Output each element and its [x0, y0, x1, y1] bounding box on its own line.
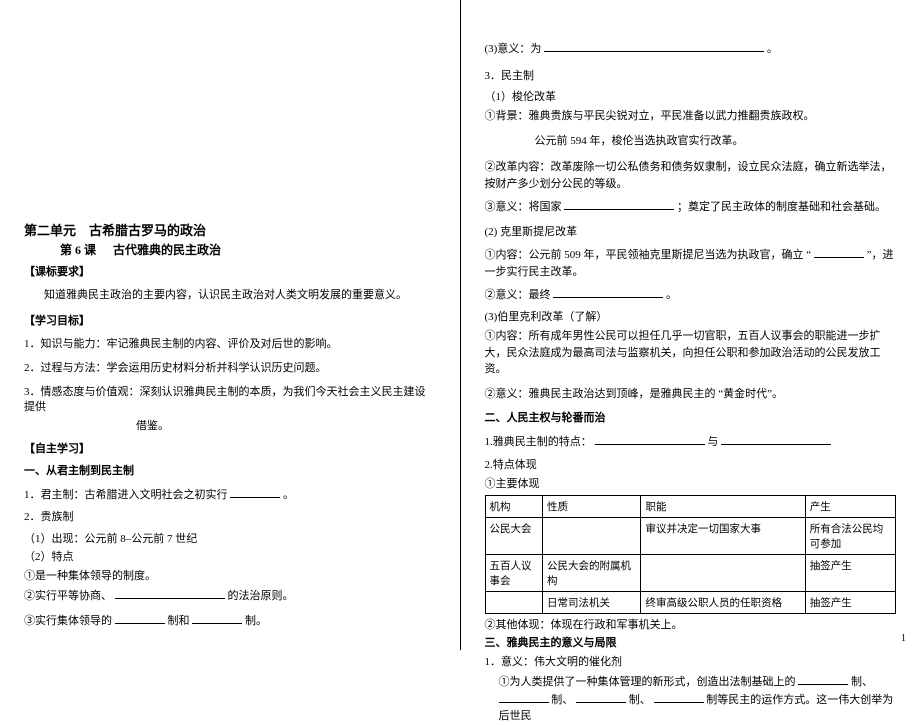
- r2: 3．民主制: [485, 68, 897, 85]
- table-row: 公民大会 审议并决定一切国家大事 所有合法公民均可参加: [485, 518, 896, 555]
- td: [485, 592, 542, 614]
- sec1-2-2c-tail: 制。: [245, 615, 267, 627]
- sec1-2-2b-tail: 的法治原则。: [228, 590, 294, 602]
- lesson-prefix: 第 6 课: [24, 243, 96, 257]
- table-row: 五百人议事会 公民大会的附属机构 抽签产生: [485, 555, 896, 592]
- th: 性质: [542, 496, 641, 518]
- sec1-2-2c-mid: 制和: [168, 615, 190, 627]
- sec1-2-2c-pre: ③实行集体领导的: [24, 615, 112, 627]
- table-row: 日常司法机关 终审高级公职人员的任职资格 抽签产生: [485, 592, 896, 614]
- req-body: 知道雅典民主政治的主要内容，认识民主政治对人类文明发展的重要意义。: [24, 287, 436, 304]
- td: 所有合法公民均可参加: [805, 518, 895, 555]
- sec1-head: 一、从君主制到民主制: [24, 463, 436, 480]
- sec1-2-2: （2）特点: [24, 550, 436, 565]
- blank: [115, 587, 225, 599]
- r2-2b-pre: ②意义：最终: [485, 289, 551, 301]
- blank: [564, 198, 674, 210]
- unit-title: 第二单元 古希腊古罗马的政治: [24, 220, 436, 239]
- blank: [798, 673, 848, 685]
- lesson-name: 古代雅典的民主政治: [99, 243, 221, 257]
- sec1-2-1: （1）出现：公元前 8–公元前 7 世纪: [24, 532, 436, 547]
- sec1-2-2b-pre: ②实行平等协商、: [24, 590, 112, 602]
- blank: [721, 433, 831, 445]
- blank: [230, 486, 280, 498]
- r2-1b: 公元前 594 年，梭伦当选执政官实行改革。: [485, 133, 897, 150]
- td: 日常司法机关: [542, 592, 641, 614]
- r2-1: （1）梭伦改革: [485, 90, 897, 105]
- page: 第二单元 古希腊古罗马的政治 第 6 课 古代雅典的民主政治 【课标要求】 知道…: [0, 0, 920, 650]
- sec2-2: 2.特点体现: [485, 458, 897, 473]
- r2-3b: ②意义：雅典民主政治达到顶峰，是雅典民主的 “黄金时代”。: [485, 386, 897, 403]
- sec3-1a-m1: 制、: [851, 676, 873, 688]
- lesson-title: 第 6 课 古代雅典的民主政治: [24, 241, 436, 258]
- obj-3a: 3．情感态度与价值观：深刻认识雅典民主制的本质，为我们今天社会主义民主建设提供: [24, 385, 436, 416]
- blank: [553, 286, 663, 298]
- th: 职能: [641, 496, 805, 518]
- td: 审议并决定一切国家大事: [641, 518, 805, 555]
- r2-3: (3)伯里克利改革（了解）: [485, 310, 897, 325]
- sec2-1-pre: 1.雅典民主制的特点：: [485, 436, 592, 448]
- r1-pre: (3)意义：为: [485, 43, 542, 55]
- th: 产生: [805, 496, 895, 518]
- right-column: (3)意义：为 。 3．民主制 （1）梭伦改革 ①背景：雅典贵族与平民尖锐对立，…: [461, 0, 920, 650]
- blank: [544, 40, 764, 52]
- r1: (3)意义：为 。: [485, 40, 897, 58]
- req-head: 【课标要求】: [24, 264, 436, 281]
- r2-1d-tail: ；奠定了民主政体的制度基础和社会基础。: [677, 201, 886, 213]
- r2-2: (2) 克里斯提尼改革: [485, 224, 897, 241]
- r2-2a: ①内容：公元前 509 年，平民领袖克里斯提尼当选为执政官，确立 “ ”，进一步…: [485, 246, 897, 280]
- obj-1: 1．知识与能力：牢记雅典民主制的内容、评价及对后世的影响。: [24, 336, 436, 353]
- th: 机构: [485, 496, 542, 518]
- r2-1d-pre: ③意义：将国家: [485, 201, 562, 213]
- td: 公民大会: [485, 518, 542, 555]
- sec2-1: 1.雅典民主制的特点： 与: [485, 433, 897, 451]
- td: 公民大会的附属机构: [542, 555, 641, 592]
- obj-head: 【学习目标】: [24, 313, 436, 330]
- sec1-1-text: 1．君主制：古希腊进入文明社会之初实行: [24, 489, 228, 501]
- sec2-head: 二、人民主权与轮番而治: [485, 410, 897, 427]
- r2-1a: ①背景：雅典贵族与平民尖锐对立，平民准备以武力推翻贵族政权。: [485, 108, 897, 125]
- sec2-2b: ②其他体现：体现在行政和军事机关上。: [485, 618, 897, 633]
- sec3-1a: ①为人类提供了一种集体管理的新形式，创造出法制基础上的 制、 制、 制、 制等民…: [485, 673, 897, 725]
- r2-2b-tail: 。: [666, 289, 677, 301]
- td: 抽签产生: [805, 592, 895, 614]
- page-number: 1: [901, 633, 906, 644]
- sec1-1: 1．君主制：古希腊进入文明社会之初实行 。: [24, 486, 436, 504]
- sec3-1a-pre: ①为人类提供了一种集体管理的新形式，创造出法制基础上的: [499, 676, 796, 688]
- blank: [115, 612, 165, 624]
- left-column: 第二单元 古希腊古罗马的政治 第 6 课 古代雅典的民主政治 【课标要求】 知道…: [0, 0, 461, 650]
- sec3-1: 1．意义：伟大文明的催化剂: [485, 655, 897, 670]
- r2-3a: ①内容：所有成年男性公民可以担任几乎一切官职，五百人议事会的职能进一步扩大，民众…: [485, 328, 897, 378]
- blank: [499, 691, 549, 703]
- blank: [595, 433, 705, 445]
- sec1-2-2a: ①是一种集体领导的制度。: [24, 569, 436, 584]
- sec3-1a-m3: 制、: [629, 694, 651, 706]
- sec1-2: 2．贵族制: [24, 509, 436, 526]
- obj-3b: 借鉴。: [24, 418, 436, 435]
- r2-2b: ②意义：最终 。: [485, 286, 897, 304]
- blank: [576, 691, 626, 703]
- r2-2a-pre: ①内容：公元前 509 年，平民领袖克里斯提尼当选为执政官，确立 “: [485, 249, 812, 261]
- features-table: 机构 性质 职能 产生 公民大会 审议并决定一切国家大事 所有合法公民均可参加 …: [485, 495, 897, 614]
- table-row: 机构 性质 职能 产生: [485, 496, 896, 518]
- r1-tail: 。: [767, 43, 778, 55]
- r2-1d: ③意义：将国家 ；奠定了民主政体的制度基础和社会基础。: [485, 198, 897, 216]
- blank: [192, 612, 242, 624]
- self-head: 【自主学习】: [24, 441, 436, 458]
- obj-2: 2．过程与方法：学会运用历史材料分析并科学认识历史问题。: [24, 360, 436, 377]
- blank: [654, 691, 704, 703]
- r2-1c: ②改革内容：改革废除一切公私债务和债务奴隶制，设立民众法庭，确立新选举法，按财产…: [485, 159, 897, 192]
- sec3-1a-m2: 制、: [551, 694, 573, 706]
- td: [641, 555, 805, 592]
- td: 终审高级公职人员的任职资格: [641, 592, 805, 614]
- sec2-2a: ①主要体现: [485, 477, 897, 492]
- sec1-1-tail: 。: [283, 489, 294, 501]
- sec1-2-2b: ②实行平等协商、 的法治原则。: [24, 587, 436, 604]
- blank: [814, 246, 864, 258]
- sec1-2-2c: ③实行集体领导的 制和 制。: [24, 612, 436, 630]
- td: 抽签产生: [805, 555, 895, 592]
- td: [542, 518, 641, 555]
- sec2-1-mid: 与: [707, 436, 718, 448]
- td: 五百人议事会: [485, 555, 542, 592]
